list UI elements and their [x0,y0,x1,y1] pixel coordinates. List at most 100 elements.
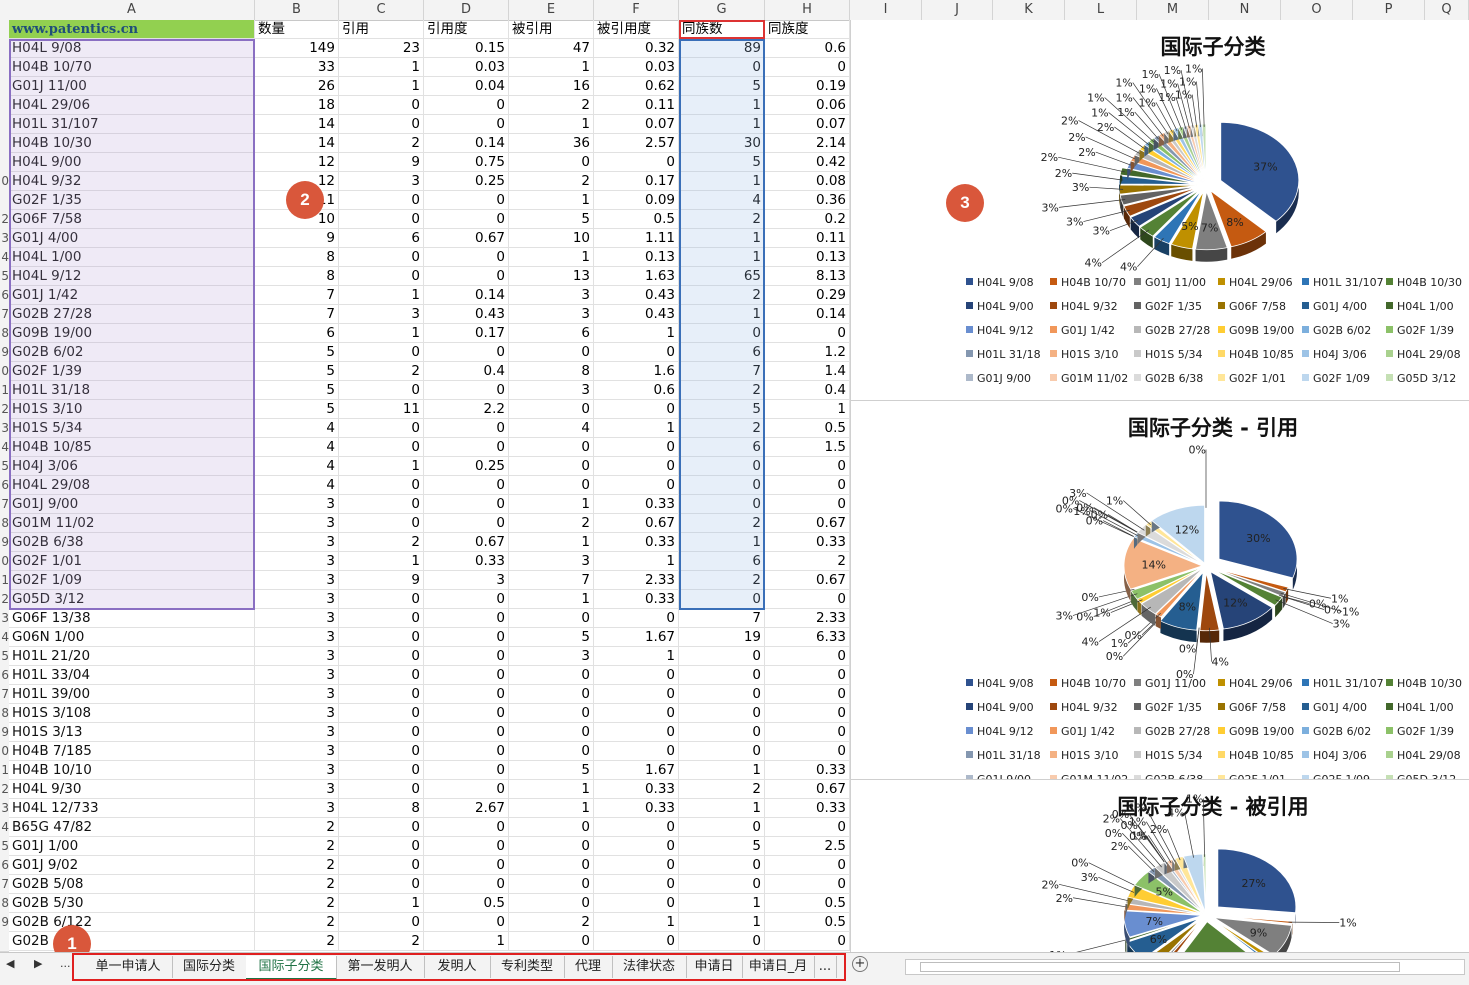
table-cell[interactable]: 2 [679,286,765,305]
row-number[interactable] [0,153,9,173]
table-cell[interactable]: 7 [679,609,765,628]
table-cell[interactable]: H04B 10/30 [9,134,255,153]
row-number[interactable] [0,77,9,97]
table-cell[interactable]: 0.5 [765,894,850,913]
table-cell[interactable]: 0.67 [594,514,679,533]
table-cell[interactable]: G02F 1/09 [9,571,255,590]
table-cell[interactable]: 1 [339,552,424,571]
table-cell[interactable]: 0.42 [765,153,850,172]
table-cell[interactable]: 0 [424,875,509,894]
sheet-tab[interactable]: 国际分类 [172,956,247,978]
table-cell[interactable]: 0.33 [765,533,850,552]
table-cell[interactable]: 2 [679,419,765,438]
table-cell[interactable]: 16 [509,77,594,96]
table-cell[interactable]: 6 [255,324,339,343]
table-cell[interactable]: 2.5 [765,837,850,856]
table-cell[interactable]: H04J 3/06 [9,457,255,476]
row-number[interactable]: 0 [0,362,9,382]
table-cell[interactable]: 2 [255,894,339,913]
table-cell[interactable]: 0.07 [594,115,679,134]
table-cell[interactable]: 2 [255,875,339,894]
row-number[interactable]: 3 [0,229,9,249]
table-cell[interactable]: 30 [679,134,765,153]
row-number[interactable]: 7 [0,685,9,705]
table-cell[interactable]: 4 [255,476,339,495]
table-cell[interactable]: 0.43 [424,305,509,324]
table-cell[interactable]: G01J 1/00 [9,837,255,856]
table-cell[interactable]: 1 [679,894,765,913]
table-cell[interactable]: 0 [424,191,509,210]
sheet-tab[interactable]: 专利类型 [490,956,565,978]
table-cell[interactable]: 0 [339,780,424,799]
row-number[interactable]: 5 [0,837,9,857]
table-cell[interactable]: 0 [339,609,424,628]
table-cell[interactable]: 3 [255,609,339,628]
table-cell[interactable]: 0 [339,438,424,457]
table-cell[interactable]: 2 [679,381,765,400]
table-cell[interactable]: 0.43 [594,286,679,305]
table-cell[interactable]: G06F 13/38 [9,609,255,628]
table-cell[interactable]: 5 [255,381,339,400]
table-cell[interactable]: 3 [255,514,339,533]
table-cell[interactable]: 8 [339,799,424,818]
table-cell[interactable]: 0 [339,818,424,837]
table-cell[interactable]: 2 [255,837,339,856]
table-cell[interactable]: H04L 9/32 [9,172,255,191]
column-header-q[interactable]: Q [1425,0,1469,20]
table-cell[interactable]: 0 [424,115,509,134]
row-number[interactable]: 8 [0,704,9,724]
table-cell[interactable]: 0 [679,723,765,742]
table-cell[interactable]: 4 [679,191,765,210]
row-number[interactable] [0,39,9,59]
table-cell[interactable]: 11 [339,400,424,419]
table-cell[interactable]: 5 [679,837,765,856]
table-cell[interactable]: 0.4 [424,362,509,381]
row-number[interactable] [0,58,9,78]
table-cell[interactable]: 5 [509,210,594,229]
table-cell[interactable]: 0 [765,590,850,609]
table-cell[interactable]: 0 [679,58,765,77]
table-cell[interactable]: 0.33 [765,799,850,818]
table-cell[interactable]: 0.67 [765,514,850,533]
table-cell[interactable]: H01L 39/00 [9,685,255,704]
table-cell[interactable]: 0 [339,685,424,704]
row-number[interactable]: 1 [0,571,9,591]
table-cell[interactable]: 0.13 [765,248,850,267]
table-cell[interactable]: 0 [424,419,509,438]
table-cell[interactable]: 18 [255,96,339,115]
table-cell[interactable]: 0 [424,514,509,533]
table-cell[interactable]: 2 [255,856,339,875]
table-cell[interactable]: H01S 3/108 [9,704,255,723]
table-cell[interactable]: 0 [339,514,424,533]
table-cell[interactable]: 0 [509,742,594,761]
table-cell[interactable]: 1 [679,172,765,191]
table-cell[interactable]: 0.14 [424,134,509,153]
row-number[interactable]: 1 [0,761,9,781]
table-cell[interactable]: 0 [679,875,765,894]
table-cell[interactable]: 36 [509,134,594,153]
table-cell[interactable]: 0 [509,457,594,476]
table-cell[interactable]: G01M 11/02 [9,514,255,533]
column-header-c[interactable]: C [339,0,424,20]
table-cell[interactable]: 149 [255,39,339,58]
table-cell[interactable]: G02F 1/01 [9,552,255,571]
table-cell[interactable]: 0 [339,647,424,666]
table-cell[interactable]: 3 [255,799,339,818]
table-cell[interactable]: 0 [765,457,850,476]
table-cell[interactable]: 1 [339,457,424,476]
table-cell[interactable]: 0 [679,818,765,837]
table-cell[interactable]: 3 [509,286,594,305]
table-cell[interactable]: 2 [765,552,850,571]
table-cell[interactable]: 2.57 [594,134,679,153]
table-cell[interactable]: 9 [339,571,424,590]
table-cell[interactable]: 0 [339,495,424,514]
table-cell[interactable]: H01S 3/10 [9,400,255,419]
table-cell[interactable]: 0.67 [765,780,850,799]
table-cell[interactable]: H04L 29/08 [9,476,255,495]
table-cell[interactable]: 1 [679,799,765,818]
table-cell[interactable]: 0.6 [765,39,850,58]
table-cell[interactable]: 0 [424,590,509,609]
table-cell[interactable]: 5 [509,761,594,780]
table-cell[interactable]: 1 [679,305,765,324]
table-cell[interactable]: 0.33 [594,590,679,609]
